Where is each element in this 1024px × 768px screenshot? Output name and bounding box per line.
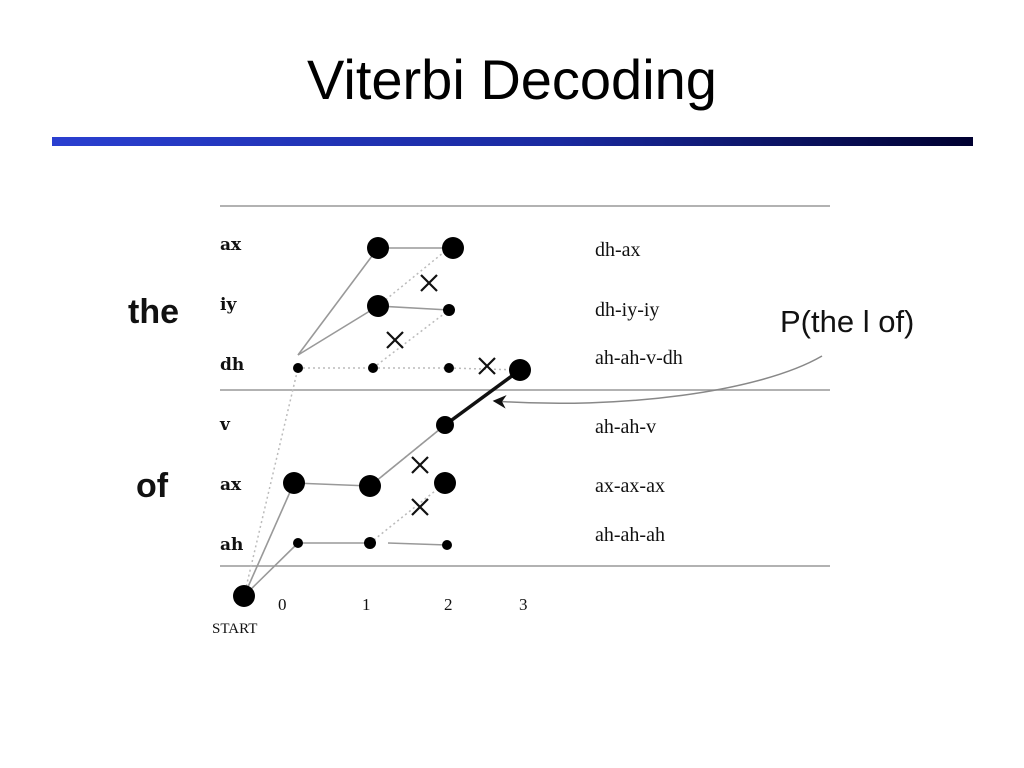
node-v-t2 xyxy=(436,416,454,434)
annotation-arrow xyxy=(492,355,823,409)
word-label-the: the xyxy=(128,293,179,331)
pruned-x-icon xyxy=(386,331,404,349)
node-dh-t0 xyxy=(293,363,303,373)
node-dh-t2 xyxy=(444,363,454,373)
node-iy-t2 xyxy=(443,304,455,316)
word-label-of: of xyxy=(136,467,169,505)
sequence-label-ah-ah-v-dh: ah-ah-v-dh xyxy=(595,347,683,369)
sequence-label-ah-ah-ah: ah-ah-ah xyxy=(595,524,665,546)
node-dh-t3 xyxy=(509,359,531,381)
pruned-x-icon xyxy=(420,274,438,292)
pruned-x-icon xyxy=(478,357,496,375)
title-divider xyxy=(52,137,973,146)
pruned-x-icon xyxy=(411,456,429,474)
node-ah-t1 xyxy=(364,537,376,549)
sequence-label-dh-ax: dh-ax xyxy=(595,239,641,261)
start-node xyxy=(233,585,255,607)
state-label-ah: ah xyxy=(220,535,243,555)
trellis-nodes xyxy=(233,237,531,607)
state-label-v: v xyxy=(219,415,231,435)
pruned-markers xyxy=(386,274,496,516)
start-label: START xyxy=(212,621,257,637)
solid-paths xyxy=(243,247,453,597)
node-dh-t1 xyxy=(368,363,378,373)
time-tick-3: 3 xyxy=(519,595,528,614)
pruned-x-icon xyxy=(411,498,429,516)
state-label-ax-of: ax xyxy=(220,475,242,495)
sequence-label-ax-ax-ax: ax-ax-ax xyxy=(595,475,665,497)
state-label-dh: dh xyxy=(220,355,244,375)
time-tick-1: 1 xyxy=(362,595,371,614)
state-label-ax-the: ax xyxy=(220,235,242,255)
sequence-label-ah-ah-v: ah-ah-v xyxy=(595,416,656,438)
node-ax-the-t1 xyxy=(367,237,389,259)
node-ax-of-t0 xyxy=(283,472,305,494)
node-ax-the-t2 xyxy=(442,237,464,259)
probability-annotation: P(the l of) xyxy=(780,304,914,339)
slide-title: Viterbi Decoding xyxy=(307,48,717,111)
node-ax-of-t2 xyxy=(434,472,456,494)
time-tick-0: 0 xyxy=(278,595,287,614)
node-ah-t0 xyxy=(293,538,303,548)
node-iy-t1 xyxy=(367,295,389,317)
node-ah-t2 xyxy=(442,540,452,550)
best-path-transition xyxy=(443,368,522,427)
node-ax-of-t1 xyxy=(359,475,381,497)
sequence-label-dh-iy-iy: dh-iy-iy xyxy=(595,299,659,321)
state-label-iy: iy xyxy=(220,295,237,315)
time-tick-2: 2 xyxy=(444,595,453,614)
